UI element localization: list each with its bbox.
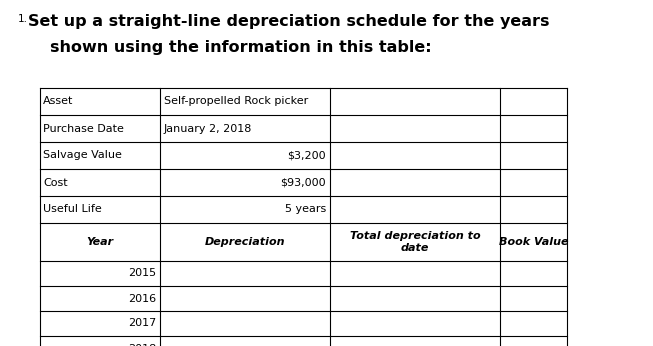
Text: shown using the information in this table:: shown using the information in this tabl…	[50, 40, 432, 55]
Text: Set up a straight-line depreciation schedule for the years: Set up a straight-line depreciation sche…	[28, 14, 550, 29]
Text: Year: Year	[86, 237, 114, 247]
Text: Self-propelled Rock picker: Self-propelled Rock picker	[164, 97, 308, 107]
Text: 1.: 1.	[18, 14, 28, 24]
Text: 5 years: 5 years	[285, 204, 326, 215]
Text: Cost: Cost	[43, 177, 68, 188]
Text: Total depreciation to
date: Total depreciation to date	[350, 231, 481, 253]
Text: Asset: Asset	[43, 97, 73, 107]
Text: Depreciation: Depreciation	[205, 237, 285, 247]
Text: $3,200: $3,200	[287, 151, 326, 161]
Text: Salvage Value: Salvage Value	[43, 151, 122, 161]
Text: Useful Life: Useful Life	[43, 204, 102, 215]
Text: 2016: 2016	[128, 293, 156, 303]
Text: 2017: 2017	[128, 319, 156, 328]
Text: January 2, 2018: January 2, 2018	[164, 124, 252, 134]
Text: 2018: 2018	[128, 344, 156, 346]
Text: Purchase Date: Purchase Date	[43, 124, 124, 134]
Text: Book Value: Book Value	[499, 237, 568, 247]
Text: 2015: 2015	[128, 268, 156, 279]
Text: $93,000: $93,000	[280, 177, 326, 188]
